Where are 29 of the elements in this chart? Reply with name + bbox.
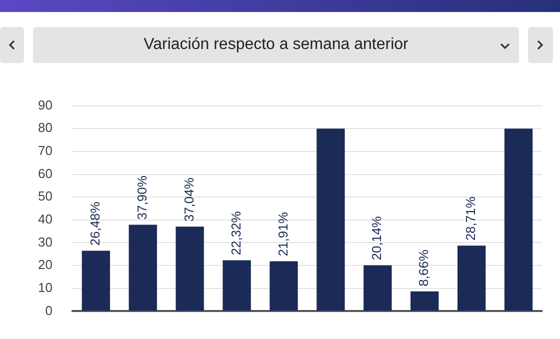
- chart-title: Variación respecto a semana anterior: [33, 27, 519, 63]
- y-tick-label: 20: [38, 257, 52, 272]
- data-label: 28,71%: [463, 196, 478, 241]
- data-label: 26,48%: [88, 201, 103, 246]
- y-tick-label: 50: [38, 188, 52, 204]
- data-label: 20,14%: [369, 216, 384, 260]
- bar: [176, 226, 204, 311]
- bar: [410, 291, 439, 311]
- data-label: 21,91%: [275, 212, 290, 256]
- bar: [128, 224, 157, 311]
- y-tick-label: 70: [38, 143, 52, 158]
- data-label: 37,04%: [181, 177, 196, 222]
- bar: [270, 261, 298, 311]
- bar: [222, 260, 251, 311]
- bar: [457, 246, 486, 311]
- bar: [504, 128, 533, 311]
- data-label: 37,90%: [134, 175, 150, 220]
- y-tick-label: 80: [38, 120, 52, 136]
- data-label: 8,66%: [416, 249, 432, 286]
- y-tick-label: 60: [38, 166, 52, 181]
- y-tick-label: 10: [38, 280, 52, 295]
- y-tick-label: 30: [38, 234, 52, 250]
- bar: [316, 128, 345, 311]
- y-tick-label: 90: [38, 97, 52, 112]
- y-tick-label: 0: [45, 302, 52, 318]
- y-tick-label: 40: [38, 211, 52, 226]
- bar: [82, 250, 110, 311]
- bar: [364, 265, 392, 311]
- data-label: 22,32%: [228, 210, 244, 256]
